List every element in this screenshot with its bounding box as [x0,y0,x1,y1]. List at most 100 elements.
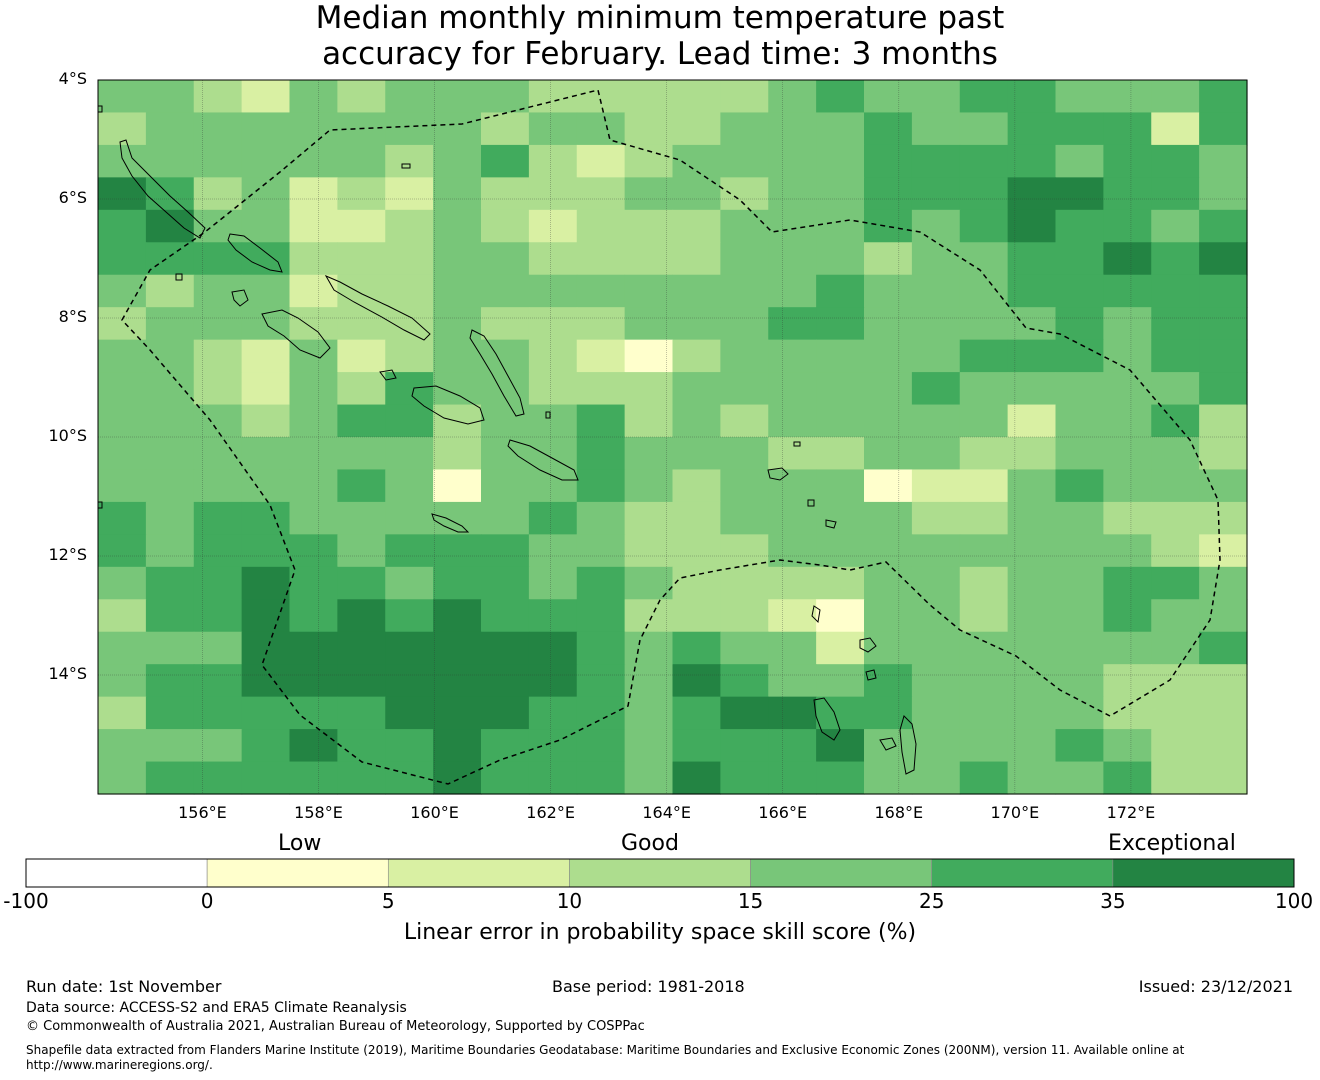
grid-cell [1151,729,1200,763]
grid-cell [624,177,674,211]
grid-cell [816,599,865,633]
grid-cell [481,501,530,535]
grid-cell [624,761,674,795]
grid-cell [911,437,961,471]
grid-cell [911,761,961,795]
grid-cell [385,339,434,373]
grid-cell [720,372,769,406]
grid-cell [385,80,434,114]
grid-cell [576,566,626,600]
island-utupua [825,519,837,529]
grid-cell [98,469,147,503]
grid-cell [624,696,674,730]
grid-cell [816,761,865,795]
grid-cell [98,209,147,243]
grid-cell [959,501,1009,535]
grid-cell [720,599,769,633]
colorbar-tick-label: 25 [918,889,945,913]
grid-cell [576,534,626,568]
island-choiseul [227,233,283,273]
grid-cell [145,664,195,698]
grid-cell [624,307,674,341]
grid-cell [672,112,721,146]
grid-cell [1007,501,1057,535]
grid-cell [337,501,386,535]
grid-cell [1055,242,1104,276]
grid-cell [433,631,482,665]
grid-cell [576,274,626,308]
latitude-label: 4°S [58,69,87,88]
grid-cell [385,274,434,308]
grid-cell [1055,631,1104,665]
grid-cell [720,501,769,535]
grid-cell [768,761,817,795]
grid-cell [720,437,769,471]
island-malekula [899,715,917,775]
longitude-label: 170°E [990,803,1040,822]
grid-cell [241,534,291,568]
grid-cell [337,307,386,341]
grid-cell [911,112,961,146]
grid-cell [1103,599,1152,633]
grid-cell [481,729,530,763]
grid-cell [337,696,386,730]
grid-cell [289,404,338,438]
grid-cell [624,80,674,114]
issued-date: Issued: 23/12/2021 [1138,977,1293,996]
grid-cell [528,501,578,535]
grid-cell [816,209,865,243]
grid-cell [911,80,961,114]
grid-cell [864,566,913,600]
grid-cell [98,144,147,178]
island-ambae [879,737,897,751]
grid-cell [98,599,147,633]
grid-cell [1151,501,1200,535]
grid-cell [1007,599,1057,633]
grid-cell [528,307,578,341]
grid-cell [193,501,243,535]
base-period: Base period: 1981-2018 [552,977,745,996]
grid-cell [98,761,147,795]
grid-cell [1007,372,1057,406]
grid-cell [98,696,147,730]
colorbar-segment [931,858,1114,888]
grid-cell [241,372,291,406]
grid-cell [720,177,769,211]
grid-cell [1151,404,1200,438]
grid-cell [959,209,1009,243]
grid-cell [337,372,386,406]
grid-cell [528,729,578,763]
grid-cell [145,144,195,178]
grid-cell [816,566,865,600]
grid-cell [1103,80,1152,114]
grid-cell [193,534,243,568]
grid-cell [672,761,721,795]
grid-cell [337,209,386,243]
grid-cell [959,80,1009,114]
grid-cell [289,566,338,600]
grid-cell [481,307,530,341]
grid-cell [816,177,865,211]
grid-cell [911,631,961,665]
grid-cell [528,534,578,568]
grid-cell [385,664,434,698]
grid-cell [193,761,243,795]
grid-cell [911,501,961,535]
grid-cell [768,274,817,308]
grid-cell [768,566,817,600]
grid-cell [1199,177,1248,211]
grid-cell [624,599,674,633]
grid-cell [576,729,626,763]
grid-cell [528,599,578,633]
grid-cell [959,469,1009,503]
grid-cell [385,209,434,243]
grid-cell [624,274,674,308]
grid-cell [385,404,434,438]
grid-cell [98,566,147,600]
grid-cell [241,80,291,114]
grid-cell [1151,599,1200,633]
grid-cell [1007,339,1057,373]
grid-cell [98,664,147,698]
grid-cell [193,144,243,178]
grid-cell [528,372,578,406]
